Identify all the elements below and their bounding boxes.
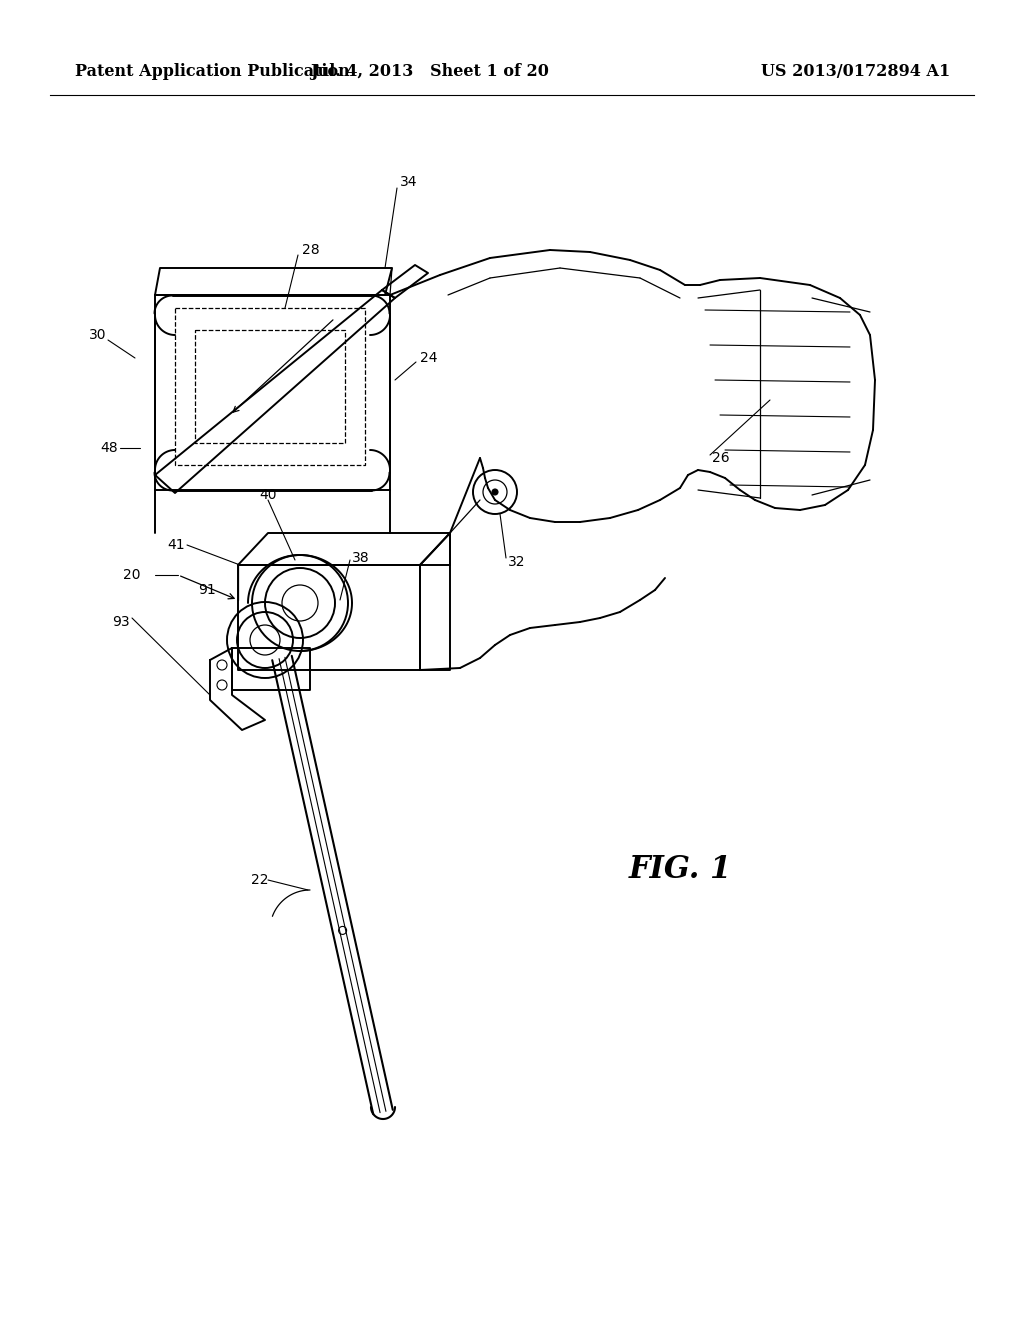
Text: 28: 28 xyxy=(302,243,319,257)
Text: 22: 22 xyxy=(251,873,268,887)
Text: 24: 24 xyxy=(420,351,437,366)
Text: 93: 93 xyxy=(113,615,130,630)
Text: 26: 26 xyxy=(712,451,730,465)
Text: 20: 20 xyxy=(123,568,140,582)
Text: FIG. 1: FIG. 1 xyxy=(629,854,731,886)
Text: 91: 91 xyxy=(198,583,216,597)
Text: 30: 30 xyxy=(88,327,106,342)
Text: Patent Application Publication: Patent Application Publication xyxy=(75,63,350,81)
Text: 41: 41 xyxy=(167,539,185,552)
Text: 48: 48 xyxy=(100,441,118,455)
Text: US 2013/0172894 A1: US 2013/0172894 A1 xyxy=(761,63,950,81)
Text: 40: 40 xyxy=(259,488,276,502)
Text: Jul. 4, 2013   Sheet 1 of 20: Jul. 4, 2013 Sheet 1 of 20 xyxy=(310,63,550,81)
Circle shape xyxy=(492,488,498,495)
Text: 32: 32 xyxy=(508,554,525,569)
Text: 38: 38 xyxy=(352,550,370,565)
Text: 34: 34 xyxy=(400,176,418,189)
